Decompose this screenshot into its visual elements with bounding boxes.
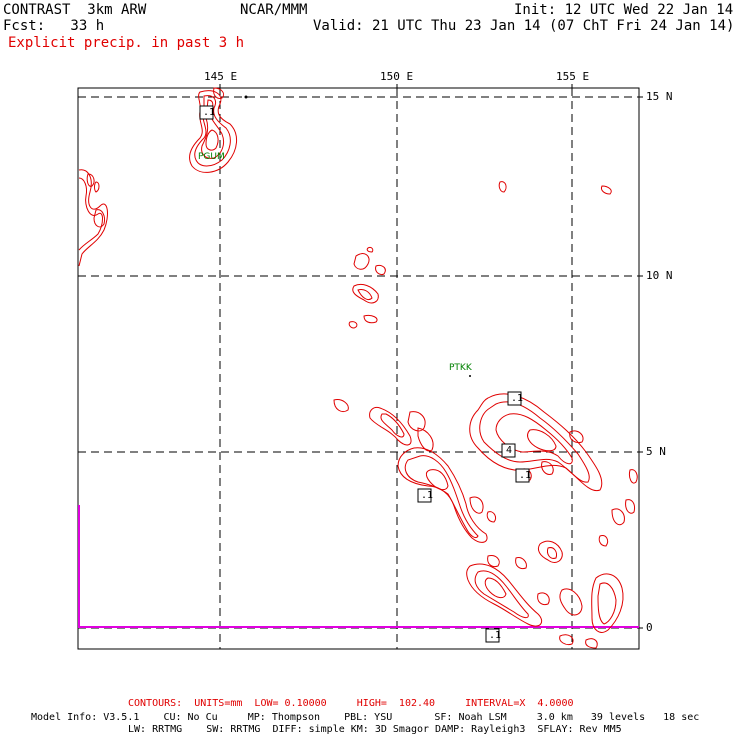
init-time: Init: 12 UTC Wed 22 Jan 14 xyxy=(514,2,734,18)
tick-marks xyxy=(219,84,643,629)
station-label-ptkk: PTKK xyxy=(449,363,472,373)
model-title: CONTRAST 3km ARW xyxy=(3,2,147,18)
lon-label-150e: 150 E xyxy=(380,70,414,83)
precip-contours xyxy=(78,87,638,649)
contour-label-box xyxy=(417,488,432,503)
contour-cluster-equatorial xyxy=(466,469,638,649)
contour-label: .1 xyxy=(519,470,532,481)
boundary-line xyxy=(78,505,639,628)
map-frame xyxy=(77,87,640,650)
contour-cluster-west xyxy=(78,169,108,267)
contour-label: .1 xyxy=(421,490,434,501)
station-label-guam: PGUM xyxy=(198,152,225,162)
station-dot-north xyxy=(244,95,248,99)
contour-label: .1 xyxy=(489,630,502,641)
lat-lon-grid xyxy=(78,88,639,649)
contour-cluster-central xyxy=(348,181,612,329)
station-markers xyxy=(244,95,471,377)
contour-label-box xyxy=(507,391,522,406)
forecast-hour: Fcst: 33 h xyxy=(3,18,105,34)
lat-label-15n: 15 N xyxy=(646,90,673,103)
contour-label-box xyxy=(501,443,516,458)
valid-time: Valid: 21 UTC Thu 23 Jan 14 (07 ChT Fri … xyxy=(313,18,735,34)
lat-label-5n: 5 N xyxy=(646,445,666,458)
lon-label-155e: 155 E xyxy=(556,70,590,83)
contour-label-box xyxy=(515,468,530,483)
station-dot-ptkk xyxy=(469,375,471,377)
model-info-line1: Model Info: V3.5.1 CU: No Cu MP: Thompso… xyxy=(31,712,700,723)
contour-label: .1 xyxy=(203,107,216,118)
lat-label-10n: 10 N xyxy=(646,269,673,282)
lon-label-145e: 145 E xyxy=(204,70,238,83)
lat-label-0: 0 xyxy=(646,621,653,634)
center-name: NCAR/MMM xyxy=(240,2,308,18)
model-info-line2: LW: RRTMG SW: RRTMG DIFF: simple KM: 3D … xyxy=(128,724,622,735)
domain-boundary xyxy=(78,505,639,628)
contour-info: CONTOURS: UNITS=mm LOW= 0.10000 HIGH= 10… xyxy=(128,698,574,709)
field-title: Explicit precip. in past 3 h xyxy=(8,35,245,51)
contour-label-box xyxy=(199,105,214,120)
contour-label: 4 xyxy=(506,445,513,456)
contour-label-boxes xyxy=(199,105,530,643)
contour-cluster-southeast xyxy=(469,393,603,492)
contour-label: .1 xyxy=(511,393,524,404)
contour-label-box xyxy=(485,628,500,643)
contour-cluster-south-band xyxy=(333,399,497,543)
